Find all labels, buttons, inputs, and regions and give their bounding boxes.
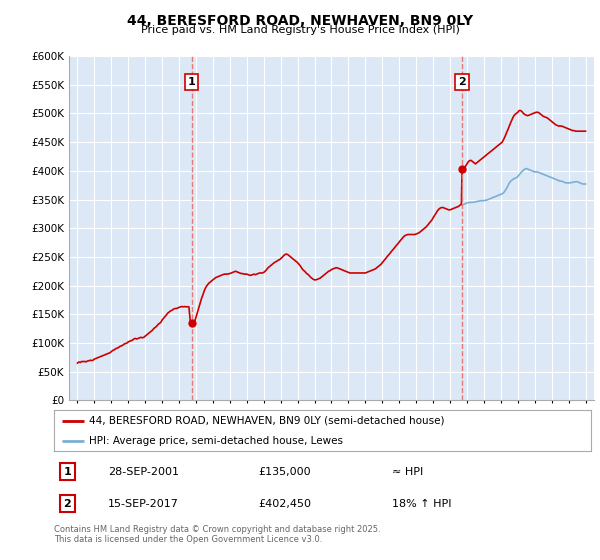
Text: 2: 2 [458, 77, 466, 87]
Text: 44, BERESFORD ROAD, NEWHAVEN, BN9 0LY: 44, BERESFORD ROAD, NEWHAVEN, BN9 0LY [127, 14, 473, 28]
Text: ≈ HPI: ≈ HPI [392, 466, 424, 477]
Text: 1: 1 [188, 77, 196, 87]
Text: 44, BERESFORD ROAD, NEWHAVEN, BN9 0LY (semi-detached house): 44, BERESFORD ROAD, NEWHAVEN, BN9 0LY (s… [89, 416, 445, 426]
Text: 1: 1 [64, 466, 71, 477]
Text: £402,450: £402,450 [258, 499, 311, 509]
Text: £135,000: £135,000 [258, 466, 311, 477]
Text: 28-SEP-2001: 28-SEP-2001 [108, 466, 179, 477]
Text: 15-SEP-2017: 15-SEP-2017 [108, 499, 179, 509]
Text: Price paid vs. HM Land Registry's House Price Index (HPI): Price paid vs. HM Land Registry's House … [140, 25, 460, 35]
Text: 18% ↑ HPI: 18% ↑ HPI [392, 499, 452, 509]
Text: HPI: Average price, semi-detached house, Lewes: HPI: Average price, semi-detached house,… [89, 436, 343, 446]
Text: Contains HM Land Registry data © Crown copyright and database right 2025.
This d: Contains HM Land Registry data © Crown c… [54, 525, 380, 544]
Text: 2: 2 [64, 499, 71, 509]
